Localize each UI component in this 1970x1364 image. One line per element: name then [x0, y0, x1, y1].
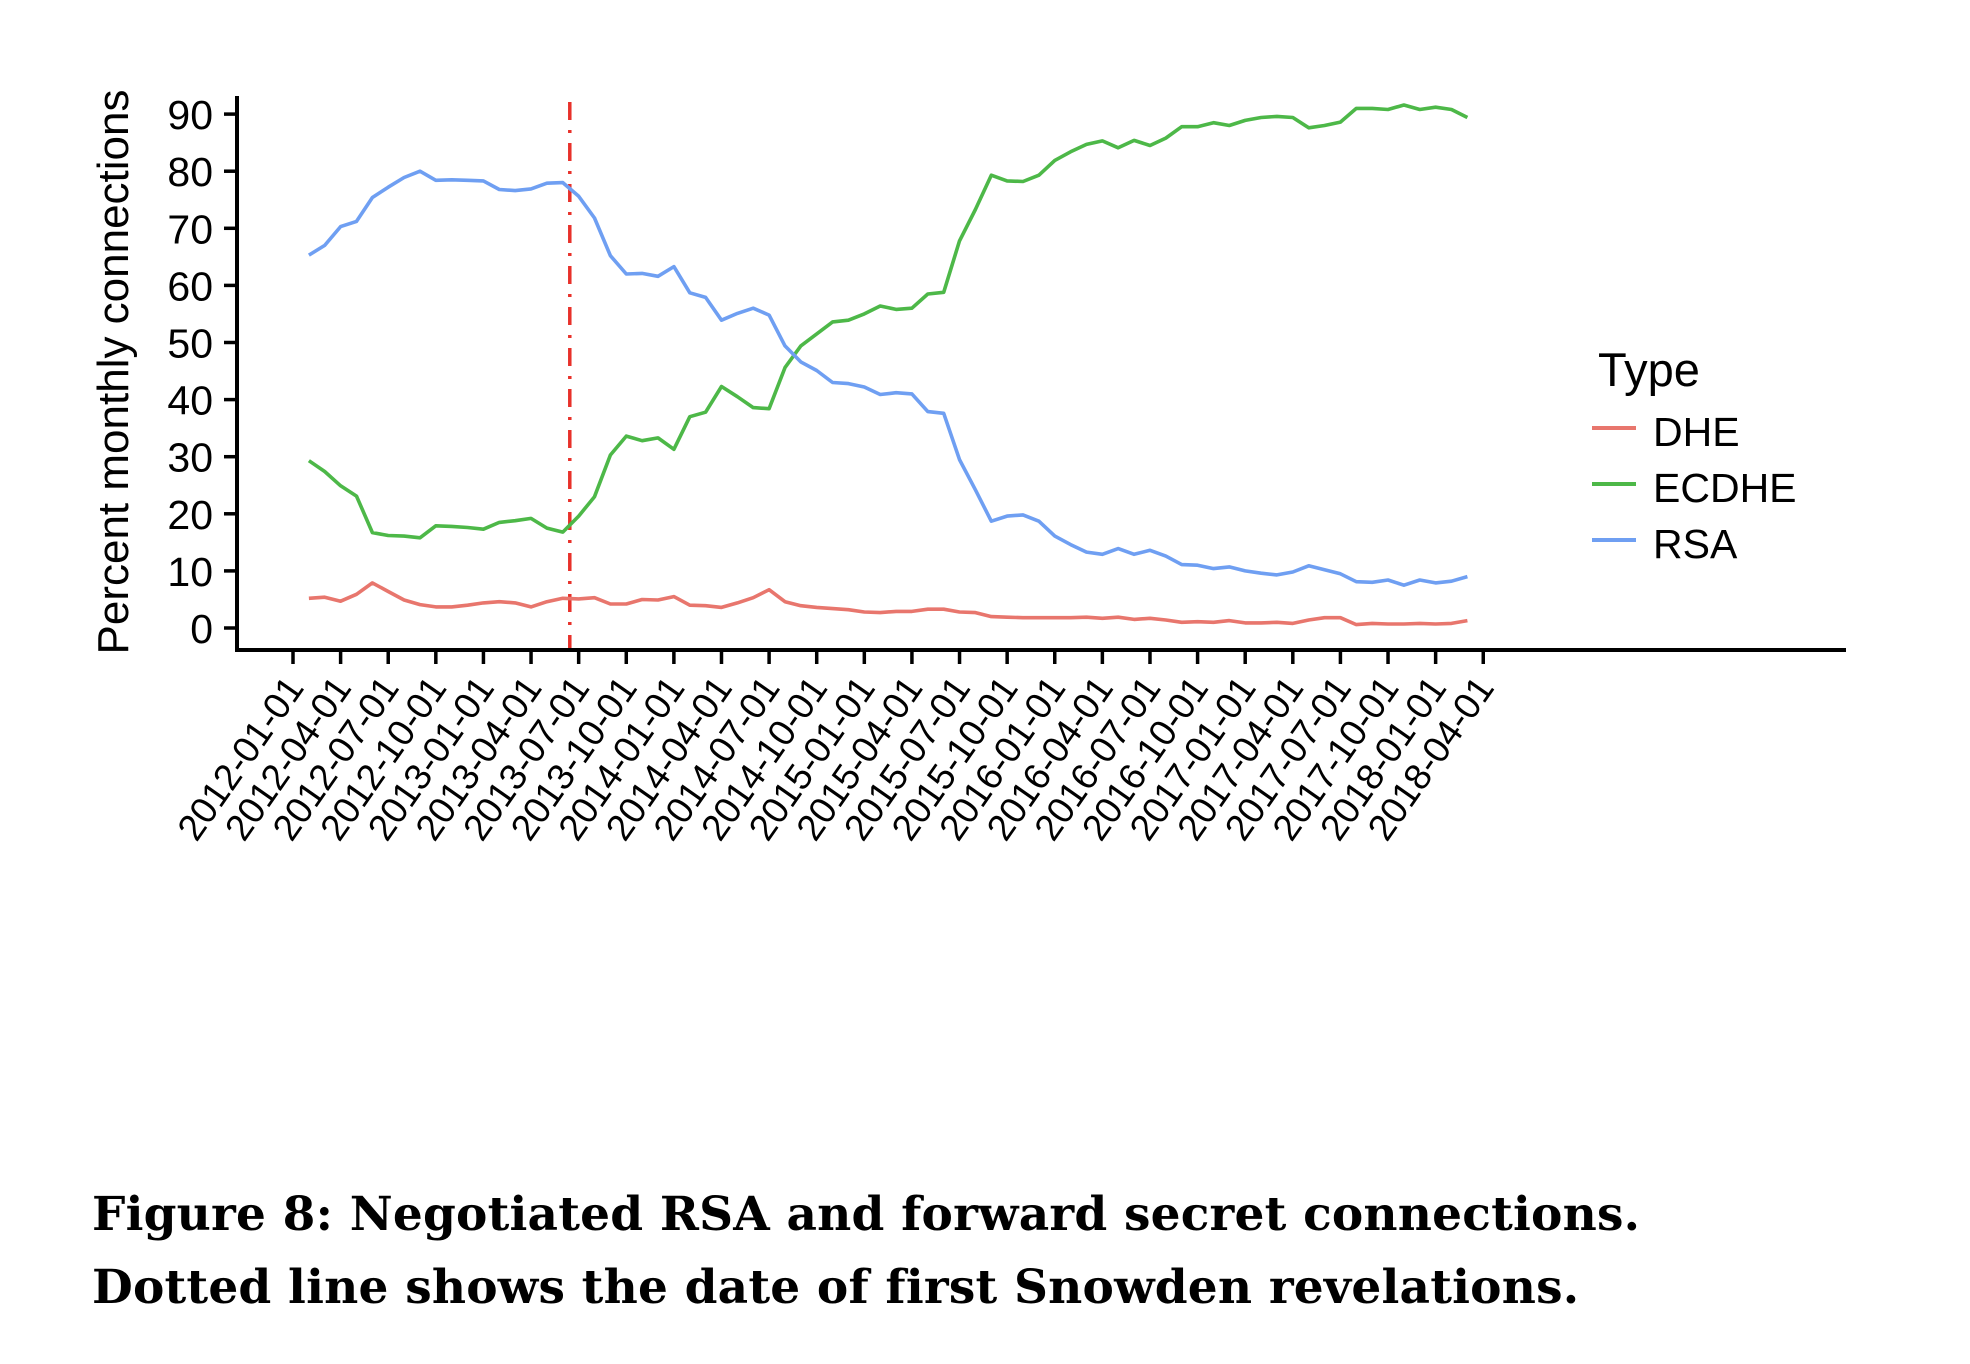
y-tick-label: 80 [167, 149, 213, 195]
legend: Type DHE ECDHE RSA [1592, 343, 1797, 567]
caption-line-2: Dotted line shows the date of first Snow… [92, 1260, 1580, 1315]
legend-item-rsa: RSA [1592, 521, 1738, 567]
x-axis: 2012-01-012012-04-012012-07-012012-10-01… [169, 648, 1846, 848]
legend-label-ecdhe: ECDHE [1653, 465, 1797, 511]
y-tick-label: 70 [167, 206, 213, 252]
y-tick-label: 20 [167, 492, 213, 538]
series-line-ecdhe [307, 103, 1469, 540]
series-layer [307, 103, 1469, 627]
y-axis-label: Percent monthly connections [89, 90, 138, 655]
line-chart: 0 10 20 30 40 50 60 70 80 90 2012-01-012012-04-01… [89, 90, 1846, 848]
legend-item-dhe: DHE [1592, 409, 1740, 455]
series-line-rsa [307, 169, 1468, 588]
y-tick-label: 10 [167, 549, 213, 595]
legend-title: Type [1598, 343, 1700, 396]
y-tick-label: 50 [167, 321, 213, 367]
figure-caption: Figure 8: Negotiated RSA and forward sec… [92, 1178, 1912, 1324]
caption-line-1: Figure 8: Negotiated RSA and forward sec… [92, 1187, 1641, 1242]
series-line-dhe [308, 581, 1468, 627]
y-tick-label: 90 [167, 92, 213, 138]
y-tick-label: 40 [167, 378, 213, 424]
y-tick-label: 0 [190, 606, 213, 652]
legend-label-rsa: RSA [1653, 521, 1738, 567]
legend-label-dhe: DHE [1653, 409, 1740, 455]
legend-item-ecdhe: ECDHE [1592, 465, 1797, 511]
y-tick-label: 60 [167, 263, 213, 309]
y-axis: 0 10 20 30 40 50 60 70 80 90 [167, 92, 239, 652]
y-tick-label: 30 [167, 435, 213, 481]
